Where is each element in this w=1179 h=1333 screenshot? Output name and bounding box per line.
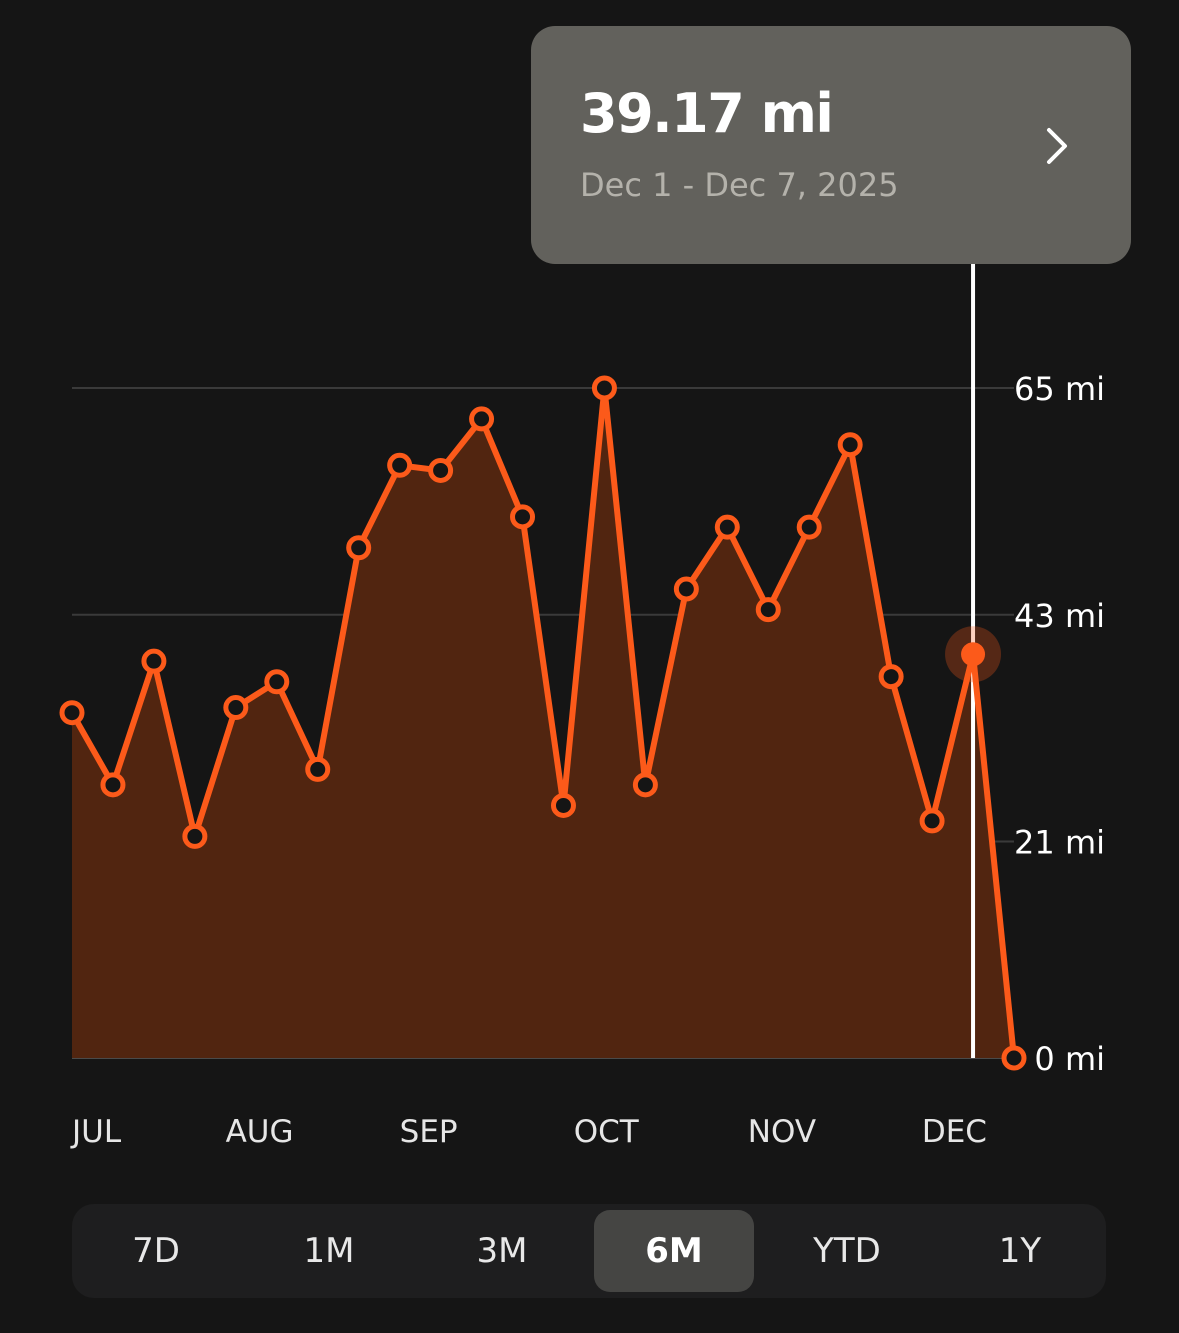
data-point[interactable] — [100, 772, 126, 798]
data-point[interactable] — [1001, 1045, 1027, 1071]
data-point[interactable] — [141, 648, 167, 674]
weekly-distance-chart[interactable]: 0 mi 21 mi 43 mi 65 mi JUL AUG SEP OCT NOV DEC — [0, 0, 1179, 1180]
selected-week-date-range: Dec 1 - Dec 7, 2025 — [580, 166, 899, 204]
data-point[interactable] — [714, 514, 740, 540]
data-point[interactable] — [264, 669, 290, 695]
range-3m-button[interactable]: 3M — [422, 1210, 582, 1292]
range-ytd-button[interactable]: YTD — [767, 1210, 927, 1292]
selected-week-tooltip[interactable]: 39.17 mi Dec 1 - Dec 7, 2025 — [531, 26, 1131, 264]
data-point[interactable] — [755, 597, 781, 623]
range-1m-button[interactable]: 1M — [249, 1210, 409, 1292]
data-point[interactable] — [469, 406, 495, 432]
y-tick-label: 43 mi — [1014, 597, 1105, 635]
x-tick-label: NOV — [748, 1114, 816, 1150]
y-tick-label: 0 mi — [1034, 1040, 1105, 1078]
x-tick-label: JUL — [70, 1114, 122, 1150]
data-point[interactable] — [591, 375, 617, 401]
data-point[interactable] — [878, 664, 904, 690]
chevron-right-icon[interactable] — [1031, 122, 1079, 170]
data-point[interactable] — [673, 576, 699, 602]
selected-week-distance: 39.17 mi — [580, 82, 834, 145]
data-point[interactable] — [182, 823, 208, 849]
data-point[interactable] — [796, 514, 822, 540]
y-tick-label: 65 mi — [1014, 370, 1105, 408]
data-point[interactable] — [919, 808, 945, 834]
data-point[interactable] — [59, 700, 85, 726]
x-tick-label: OCT — [574, 1114, 640, 1150]
x-tick-label: SEP — [400, 1114, 458, 1150]
distance-line — [69, 385, 1017, 1061]
time-range-selector: 7D 1M 3M 6M YTD 1Y — [72, 1204, 1106, 1298]
selected-data-point[interactable] — [961, 642, 986, 667]
data-point[interactable] — [223, 695, 249, 721]
range-1y-button[interactable]: 1Y — [940, 1210, 1100, 1292]
range-7d-button[interactable]: 7D — [76, 1210, 236, 1292]
data-point[interactable] — [387, 452, 413, 478]
data-point[interactable] — [550, 792, 576, 818]
y-tick-label: 21 mi — [1014, 824, 1105, 862]
data-point[interactable] — [346, 535, 372, 561]
data-point[interactable] — [510, 504, 536, 530]
x-tick-label: DEC — [922, 1114, 987, 1150]
x-tick-label: AUG — [226, 1114, 294, 1150]
data-point[interactable] — [428, 457, 454, 483]
data-point[interactable] — [305, 756, 331, 782]
data-point[interactable] — [632, 772, 658, 798]
range-6m-button[interactable]: 6M — [594, 1210, 754, 1292]
data-point[interactable] — [837, 432, 863, 458]
distance-area-fill — [72, 388, 1014, 1058]
